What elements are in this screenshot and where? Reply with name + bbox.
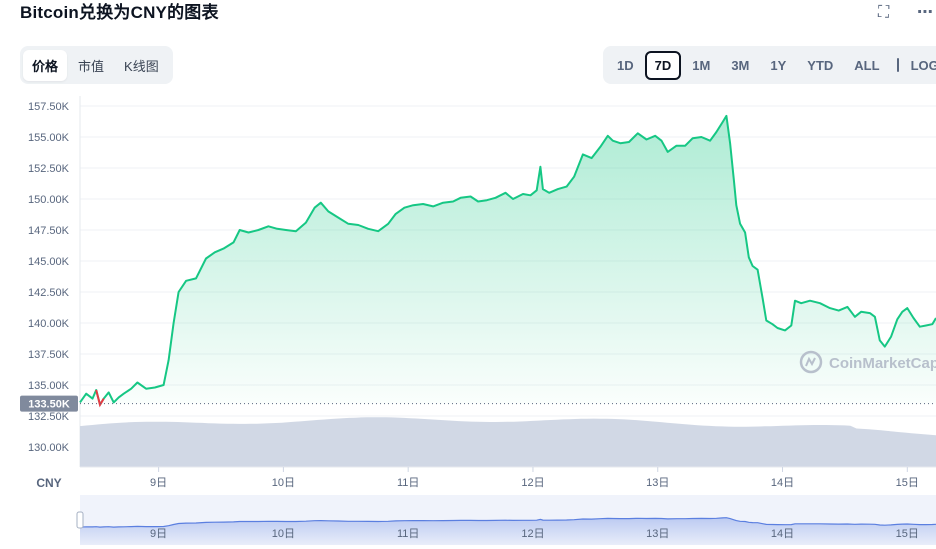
reference-label: 133.50K [28,399,70,411]
fullscreen-icon[interactable]: ⛶ [878,4,890,21]
coinmarketcap-logo [799,350,823,374]
range-7d-button[interactable]: 7D [644,50,682,80]
price-line [79,114,936,406]
x-axis: CNY 9日 10日 11日 12日 13日 14日 15日 [36,466,936,490]
navigator-tick-label: 15日 [896,528,919,540]
x-tick-label: 12日 [521,477,544,489]
log-scale-button[interactable]: LOG [910,57,936,73]
time-range-selector: 1D 7D 1M 3M 1Y YTD ALL LOG [603,46,936,84]
x-tick-label: 9日 [150,477,167,489]
volume-area [80,417,936,467]
page-title: Bitcoin兑换为CNY的图表 [20,3,219,22]
coinmarketcap-logo-mark [805,356,816,367]
x-tick-label: 15日 [896,477,919,489]
navigator-tick-label: 12日 [521,528,544,540]
watermark-text: CoinMarketCap [829,355,936,372]
range-1y-button[interactable]: 1Y [770,57,787,73]
range-1d-button[interactable]: 1D [617,57,634,73]
range-1m-button[interactable]: 1M [692,57,711,73]
y-tick-label: 157.50K [28,101,70,113]
chart-type-tabs: 价格 市值 K线图 [20,46,173,84]
y-tick-label: 137.50K [28,349,70,361]
range-3m-button[interactable]: 3M [731,57,750,73]
range-ytd-button[interactable]: YTD [807,57,834,73]
navigator-tick-label: 11日 [397,528,419,540]
navigator-tick-label: 13日 [646,528,669,540]
watermark-layer: CoinMarketCap [799,350,936,374]
y-tick-label: 145.00K [28,256,70,268]
y-tick-label: 142.50K [28,287,70,299]
navigator-tick-label: 14日 [771,528,794,540]
navigator-tick-label: 10日 [272,528,295,540]
tab-candlestick[interactable]: K线图 [124,58,159,74]
y-tick-label: 152.50K [28,163,70,175]
y-tick-label: 150.00K [28,194,70,206]
reference-layer: 133.50K [20,395,936,412]
reference-label-bg [20,395,78,412]
x-tick-label: 14日 [771,477,794,489]
y-tick-label: 155.00K [28,132,70,144]
tab-price[interactable]: 价格 [23,49,68,81]
navigator-handle-left [76,511,84,529]
navigator-line [79,517,936,528]
navigator-area [80,517,936,545]
y-tick-label: 130.00K [28,442,70,454]
y-tick-label: 140.00K [28,318,70,330]
y-tick-label: 132.50K [28,411,70,423]
x-tick-label: 13日 [646,477,669,489]
navigator: 9日 10日 11日 12日 13日 14日 15日 [76,495,936,545]
area-layer [79,114,936,408]
range-all-button[interactable]: ALL [854,57,880,73]
calendar-icon[interactable] [896,58,899,72]
currency-label: CNY [36,476,61,490]
x-tick-label: 10日 [272,477,295,489]
x-tick-label: 11日 [397,477,419,489]
y-tick-label: 135.00K [28,380,70,392]
tab-market-cap[interactable]: 市值 [78,58,105,74]
price-line-below [95,389,105,408]
price-area [80,115,936,405]
volume-layer [80,417,936,467]
y-axis: 157.50K 155.00K 152.50K 150.00K 147.50K 145.0… [28,101,70,454]
more-icon[interactable]: ⋯ [917,4,934,21]
navigator-tick-label: 9日 [150,528,167,540]
y-tick-label: 147.50K [28,225,70,237]
